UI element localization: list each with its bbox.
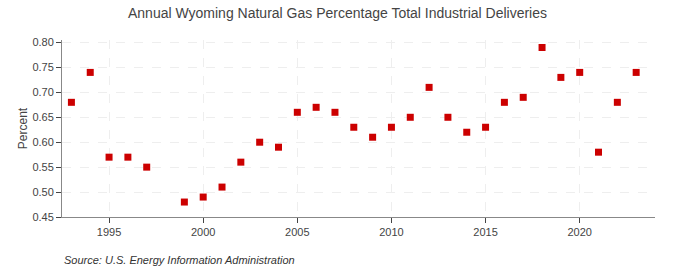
svg-text:0.65: 0.65 <box>32 111 53 123</box>
svg-text:2020: 2020 <box>567 226 591 238</box>
svg-text:2000: 2000 <box>191 226 215 238</box>
svg-text:2010: 2010 <box>379 226 403 238</box>
svg-text:0.75: 0.75 <box>32 61 53 73</box>
svg-text:0.45: 0.45 <box>32 211 53 223</box>
svg-text:0.80: 0.80 <box>32 36 53 48</box>
svg-text:Annual Wyoming Natural Gas Per: Annual Wyoming Natural Gas Percentage To… <box>128 5 547 21</box>
svg-text:1995: 1995 <box>97 226 121 238</box>
svg-text:Source: U.S. Energy Informatio: Source: U.S. Energy Information Administ… <box>64 254 295 266</box>
svg-text:0.50: 0.50 <box>32 186 53 198</box>
svg-text:0.60: 0.60 <box>32 136 53 148</box>
svg-text:2005: 2005 <box>285 226 309 238</box>
svg-text:Percent: Percent <box>16 107 30 149</box>
svg-text:0.55: 0.55 <box>32 161 53 173</box>
svg-text:0.70: 0.70 <box>32 86 53 98</box>
svg-text:2015: 2015 <box>473 226 497 238</box>
